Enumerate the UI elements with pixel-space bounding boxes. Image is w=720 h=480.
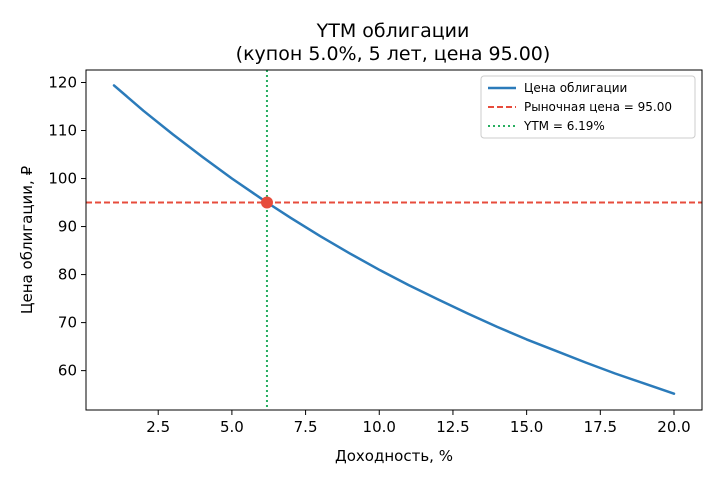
y-tick-label: 60 (58, 362, 77, 380)
axes-ticks: 2.5 5.0 7.5 10.0 12.5 15.0 17.5 20.0 60 70 80 90 100… (48, 73, 690, 436)
x-tick-label: 5.0 (220, 418, 244, 436)
legend: Цена облигации Рыночная цена = 95.00 YTM… (480, 75, 696, 139)
x-axis-label: Доходность, % (335, 447, 453, 465)
x-tick-label: 2.5 (146, 418, 170, 436)
y-tick-label: 110 (48, 122, 77, 140)
y-tick-label: 70 (58, 314, 77, 332)
chart-subtitle: (купон 5.0%, 5 лет, цена 95.00) (236, 43, 551, 65)
x-tick-label: 12.5 (436, 418, 469, 436)
legend-label-market-price: Рыночная цена = 95.00 (524, 100, 672, 114)
y-tick-label: 80 (58, 266, 77, 284)
chart-title: YTM облигации (316, 20, 470, 42)
x-tick-label: 7.5 (294, 418, 318, 436)
legend-label-price: Цена облигации (524, 81, 627, 95)
plot-frame (85, 69, 703, 411)
plot-area (86, 70, 702, 410)
price-curve (112, 84, 676, 395)
y-axis-label: Цена облигации, ₽ (18, 165, 36, 314)
x-tick-label: 20.0 (657, 418, 690, 436)
y-tick-label: 120 (48, 73, 77, 91)
x-tick-label: 15.0 (510, 418, 543, 436)
legend-box (480, 75, 696, 139)
x-tick-label: 10.0 (363, 418, 396, 436)
x-tick-label: 17.5 (584, 418, 617, 436)
legend-label-ytm: YTM = 6.19% (523, 119, 605, 133)
ytm-marker (260, 196, 273, 209)
y-tick-label: 90 (58, 218, 77, 236)
y-tick-label: 100 (48, 170, 77, 188)
